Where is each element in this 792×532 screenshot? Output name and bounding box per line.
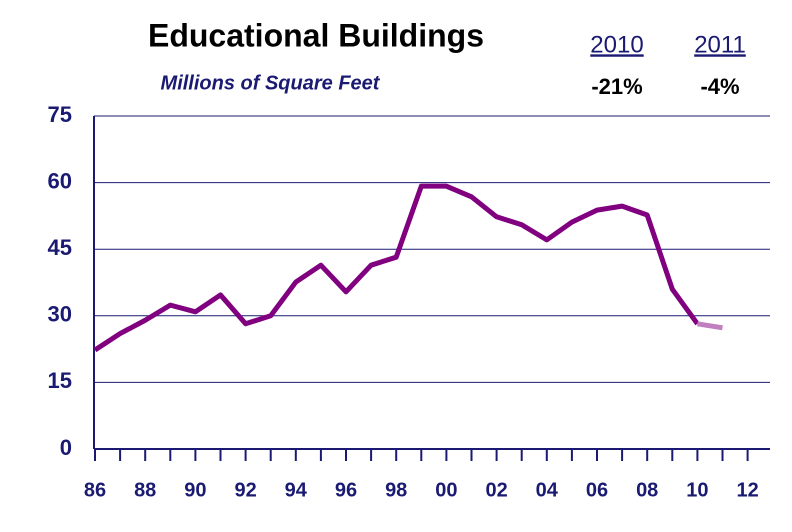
x-tick-label: 90	[184, 479, 206, 501]
chart-subtitle: Millions of Square Feet	[161, 72, 381, 94]
x-tick-label: 92	[234, 479, 256, 501]
x-tick-label: 98	[385, 479, 407, 501]
y-tick-label: 45	[48, 235, 72, 260]
y-tick-label: 30	[48, 302, 72, 327]
x-tick-label: 00	[435, 479, 457, 501]
chart-title: Educational Buildings	[148, 17, 484, 53]
x-tick-label: 96	[335, 479, 357, 501]
annotation-value: -21%	[591, 74, 642, 99]
y-tick-label: 0	[60, 435, 72, 460]
x-tick-label: 06	[586, 479, 608, 501]
x-tick-label: 88	[134, 479, 156, 501]
annotation-value: -4%	[700, 74, 739, 99]
x-tick-label: 86	[84, 479, 106, 501]
y-tick-label: 75	[48, 102, 72, 127]
x-tick-label: 08	[636, 479, 658, 501]
data-line	[697, 321, 723, 331]
annotation-label: 2010	[590, 31, 643, 58]
x-tick-label: 94	[285, 479, 308, 501]
x-tick-label: 10	[686, 479, 708, 501]
x-tick-label: 02	[485, 479, 507, 501]
x-tick-label: 04	[536, 479, 559, 501]
data-line	[93, 183, 700, 353]
x-tick-label: 12	[736, 479, 758, 501]
y-tick-label: 60	[48, 168, 72, 193]
y-tick-label: 15	[48, 368, 72, 393]
annotation-label: 2011	[694, 31, 746, 58]
